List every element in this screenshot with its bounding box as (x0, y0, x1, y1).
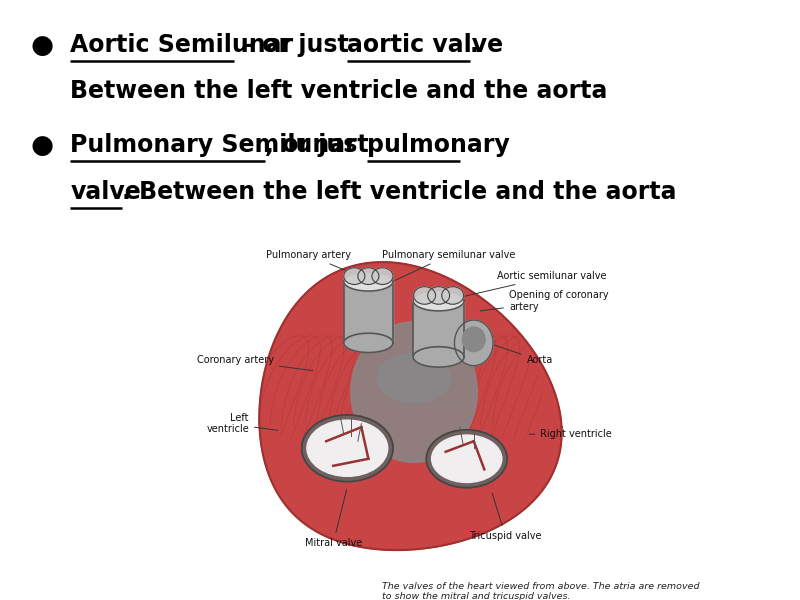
Text: Aortic Semilunar: Aortic Semilunar (70, 33, 294, 57)
Ellipse shape (432, 435, 502, 482)
Polygon shape (413, 301, 464, 357)
Text: Coronary artery: Coronary artery (197, 355, 313, 371)
Polygon shape (344, 333, 393, 353)
Polygon shape (344, 281, 393, 343)
Ellipse shape (307, 420, 388, 476)
Ellipse shape (358, 268, 379, 284)
Ellipse shape (377, 353, 451, 403)
Text: ●: ● (30, 133, 54, 159)
Text: Left
ventricle: Left ventricle (206, 413, 278, 434)
Text: aortic valve: aortic valve (347, 33, 503, 57)
Text: , or just: , or just (265, 133, 377, 157)
Ellipse shape (462, 327, 485, 352)
Text: – or just: – or just (234, 33, 358, 57)
Ellipse shape (426, 430, 507, 488)
Ellipse shape (442, 287, 464, 304)
Ellipse shape (344, 268, 365, 284)
Text: Pulmonary artery: Pulmonary artery (266, 250, 370, 280)
Text: pulmonary: pulmonary (367, 133, 510, 157)
Text: Aortic semilunar valve: Aortic semilunar valve (455, 271, 606, 298)
Ellipse shape (428, 287, 450, 304)
Text: Aorta: Aorta (490, 344, 553, 365)
Text: .: . (470, 33, 478, 57)
Polygon shape (413, 347, 464, 367)
Text: ●: ● (30, 33, 54, 59)
Text: Tricuspid valve: Tricuspid valve (469, 493, 542, 541)
Ellipse shape (372, 268, 393, 284)
Text: Opening of coronary
artery: Opening of coronary artery (480, 290, 609, 311)
Text: Pulmonary Semilunar: Pulmonary Semilunar (70, 133, 357, 157)
Ellipse shape (351, 322, 478, 462)
Text: Mitral valve: Mitral valve (305, 490, 362, 548)
Text: Pulmonary semilunar valve: Pulmonary semilunar valve (382, 250, 516, 280)
Ellipse shape (454, 320, 493, 366)
Text: . Between the left ventricle and the aorta: . Between the left ventricle and the aor… (122, 180, 676, 204)
Ellipse shape (302, 415, 393, 482)
Text: Right ventricle: Right ventricle (530, 429, 612, 439)
Text: The valves of the heart viewed from above. The atria are removed
to show the mit: The valves of the heart viewed from abov… (382, 582, 700, 600)
Polygon shape (413, 290, 464, 311)
Text: Between the left ventricle and the aorta: Between the left ventricle and the aorta (70, 79, 608, 103)
Text: valve: valve (70, 180, 141, 204)
Polygon shape (259, 262, 562, 550)
Polygon shape (344, 272, 393, 291)
Ellipse shape (414, 287, 435, 304)
